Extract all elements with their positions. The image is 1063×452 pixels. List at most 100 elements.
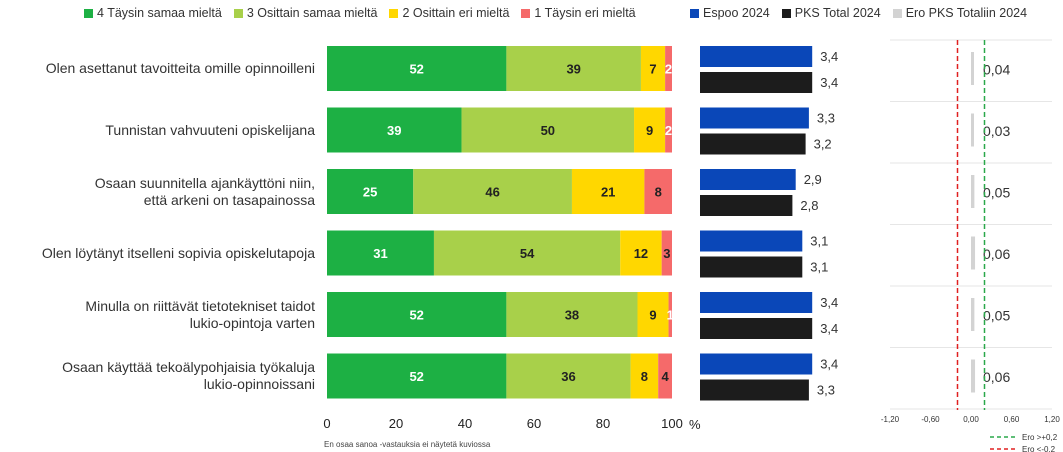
stacked-bar-segment: [506, 353, 631, 399]
comparison-bar: [700, 46, 813, 67]
stacked-bar-segment: [327, 46, 507, 91]
legend-label: 4 Täysin samaa mieltä: [97, 6, 222, 20]
difference-value-label: 0,06: [983, 246, 1010, 262]
stacked-bar-segment: [637, 292, 669, 337]
comparison-bar: [700, 353, 813, 375]
stacked-bar-segment: [634, 107, 666, 153]
stacked-bar-label: 2: [665, 62, 672, 77]
question-label-line: että arkeni on tasapainossa: [143, 191, 315, 208]
stacked-bar-label: 38: [565, 308, 579, 323]
comparison-value-label: 3,4: [820, 75, 838, 90]
legend-item: 3 Osittain samaa mieltä: [233, 6, 378, 20]
legend-swatch: [892, 8, 902, 18]
comparison-legend: Espoo 2024 PKS Total 2024 Ero PKS Totaliin…: [690, 6, 1039, 20]
stacked-bar-label: 54: [520, 246, 535, 261]
legend-item: Ero PKS Totaliin 2024: [892, 6, 1027, 20]
comparison-bar: [700, 379, 809, 401]
reference-legend-label: Ero <-0,2: [1022, 445, 1056, 452]
stacked-bar-segment: [506, 292, 638, 337]
x-tick-label: 100: [661, 416, 683, 431]
stacked-bar-label: 21: [601, 185, 615, 200]
stacked-bar-segment: [327, 230, 434, 276]
stacked-bar-label: 52: [409, 369, 423, 384]
question-label-line: Olen asettanut tavoitteita omille opinno…: [45, 60, 315, 76]
stacked-bar-label: 1: [667, 308, 674, 323]
question-label: Osaan käyttää tekoälypohjaisia työkaluja…: [0, 359, 315, 393]
stacked-bar-segment: [644, 169, 672, 214]
legend-swatch: [690, 8, 699, 18]
comparison-value-label: 3,4: [820, 321, 838, 336]
legend-swatch: [233, 8, 243, 18]
question-label-line: lukio-opinnoissani: [203, 376, 315, 392]
legend-label: PKS Total 2024: [794, 6, 881, 20]
question-label-line: lukio-opintoja varten: [189, 314, 315, 331]
stacked-bar-label: 46: [485, 185, 499, 200]
comparison-value-label: 3,2: [814, 137, 832, 152]
legend-item: 1 Täysin eri mieltä: [521, 6, 636, 20]
legend-swatch: [389, 8, 399, 18]
stacked-bar-segment: [620, 230, 662, 276]
stacked-bar-segment: [461, 107, 635, 153]
difference-bar: [971, 52, 974, 85]
stacked-bar-label: 4: [661, 369, 669, 384]
stacked-bar-label: 8: [641, 369, 648, 384]
difference-value-label: 0,03: [983, 123, 1010, 139]
legend-item: 4 Täysin samaa mieltä: [84, 6, 222, 20]
question-label: Tunnistan vahvuuteni opiskelijana: [0, 122, 315, 139]
legend-item: 2 Osittain eri mieltä: [389, 6, 509, 20]
stacked-bar-segment: [668, 292, 672, 337]
difference-bar: [971, 113, 974, 147]
x-tick-label: 80: [596, 416, 610, 431]
comparison-bar: [700, 292, 813, 313]
stacked-bar-label: 36: [561, 369, 575, 384]
stacked-bar-segment: [506, 46, 641, 91]
stacked-bar-label: 31: [373, 246, 387, 261]
comparison-value-label: 3,1: [810, 234, 828, 249]
stacked-bar-segment: [658, 353, 672, 399]
difference-bar: [971, 359, 976, 393]
legend-label: 3 Osittain samaa mieltä: [246, 6, 378, 20]
stacked-bar-segment: [665, 46, 672, 91]
x-tick-label: 20: [389, 416, 403, 431]
comparison-bar: [700, 318, 813, 339]
difference-tick-label: 0,60: [1004, 415, 1020, 424]
legend-item: Espoo 2024: [690, 6, 770, 20]
stacked-bar-segment: [433, 230, 621, 276]
question-label-line: Minulla on riittävät tietotekniset taido…: [85, 297, 315, 314]
question-label: Minulla on riittävät tietotekniset taido…: [0, 298, 315, 332]
stacked-bar-segment: [327, 292, 507, 337]
question-label: Olen asettanut tavoitteita omille opinno…: [0, 60, 315, 77]
comparison-bar: [700, 256, 803, 278]
legend-swatch: [781, 8, 791, 18]
comparison-bar: [700, 169, 796, 190]
comparison-bar: [700, 195, 793, 216]
legend-swatch: [521, 8, 531, 18]
stacked-bar-label: 9: [649, 308, 656, 323]
stacked-bar-label: 9: [646, 123, 653, 138]
comparison-value-label: 3,1: [810, 260, 828, 275]
stacked-bar-segment: [327, 107, 462, 153]
stacked-bar-segment: [327, 169, 414, 214]
stacked-bar-label: 39: [566, 62, 580, 77]
question-label-line: Tunnistan vahvuuteni opiskelijana: [105, 121, 315, 138]
stacked-legend: 4 Täysin samaa mieltä 3 Osittain samaa mi…: [84, 6, 648, 20]
comparison-value-label: 3,3: [817, 111, 835, 126]
difference-value-label: 0,06: [983, 369, 1010, 385]
difference-value-label: 0,05: [983, 185, 1010, 201]
stacked-bar-segment: [640, 46, 666, 91]
legend-swatch: [84, 8, 93, 18]
footnote: En osaa sanoa -vastauksia ei näytetä kuv…: [324, 440, 491, 449]
difference-value-label: 0,04: [983, 62, 1010, 78]
legend-item: PKS Total 2024: [781, 6, 881, 20]
difference-value-label: 0,05: [983, 308, 1010, 324]
stacked-bar-label: 7: [649, 62, 656, 77]
stacked-bar-label: 52: [409, 308, 423, 323]
comparison-value-label: 2,8: [800, 198, 818, 213]
comparison-value-label: 3,3: [817, 383, 835, 398]
comparison-bar: [700, 72, 813, 93]
stacked-bar-label: 25: [363, 185, 377, 200]
stacked-bar-segment: [665, 107, 672, 153]
legend-label: Espoo 2024: [703, 6, 770, 20]
comparison-value-label: 2,9: [804, 172, 822, 187]
